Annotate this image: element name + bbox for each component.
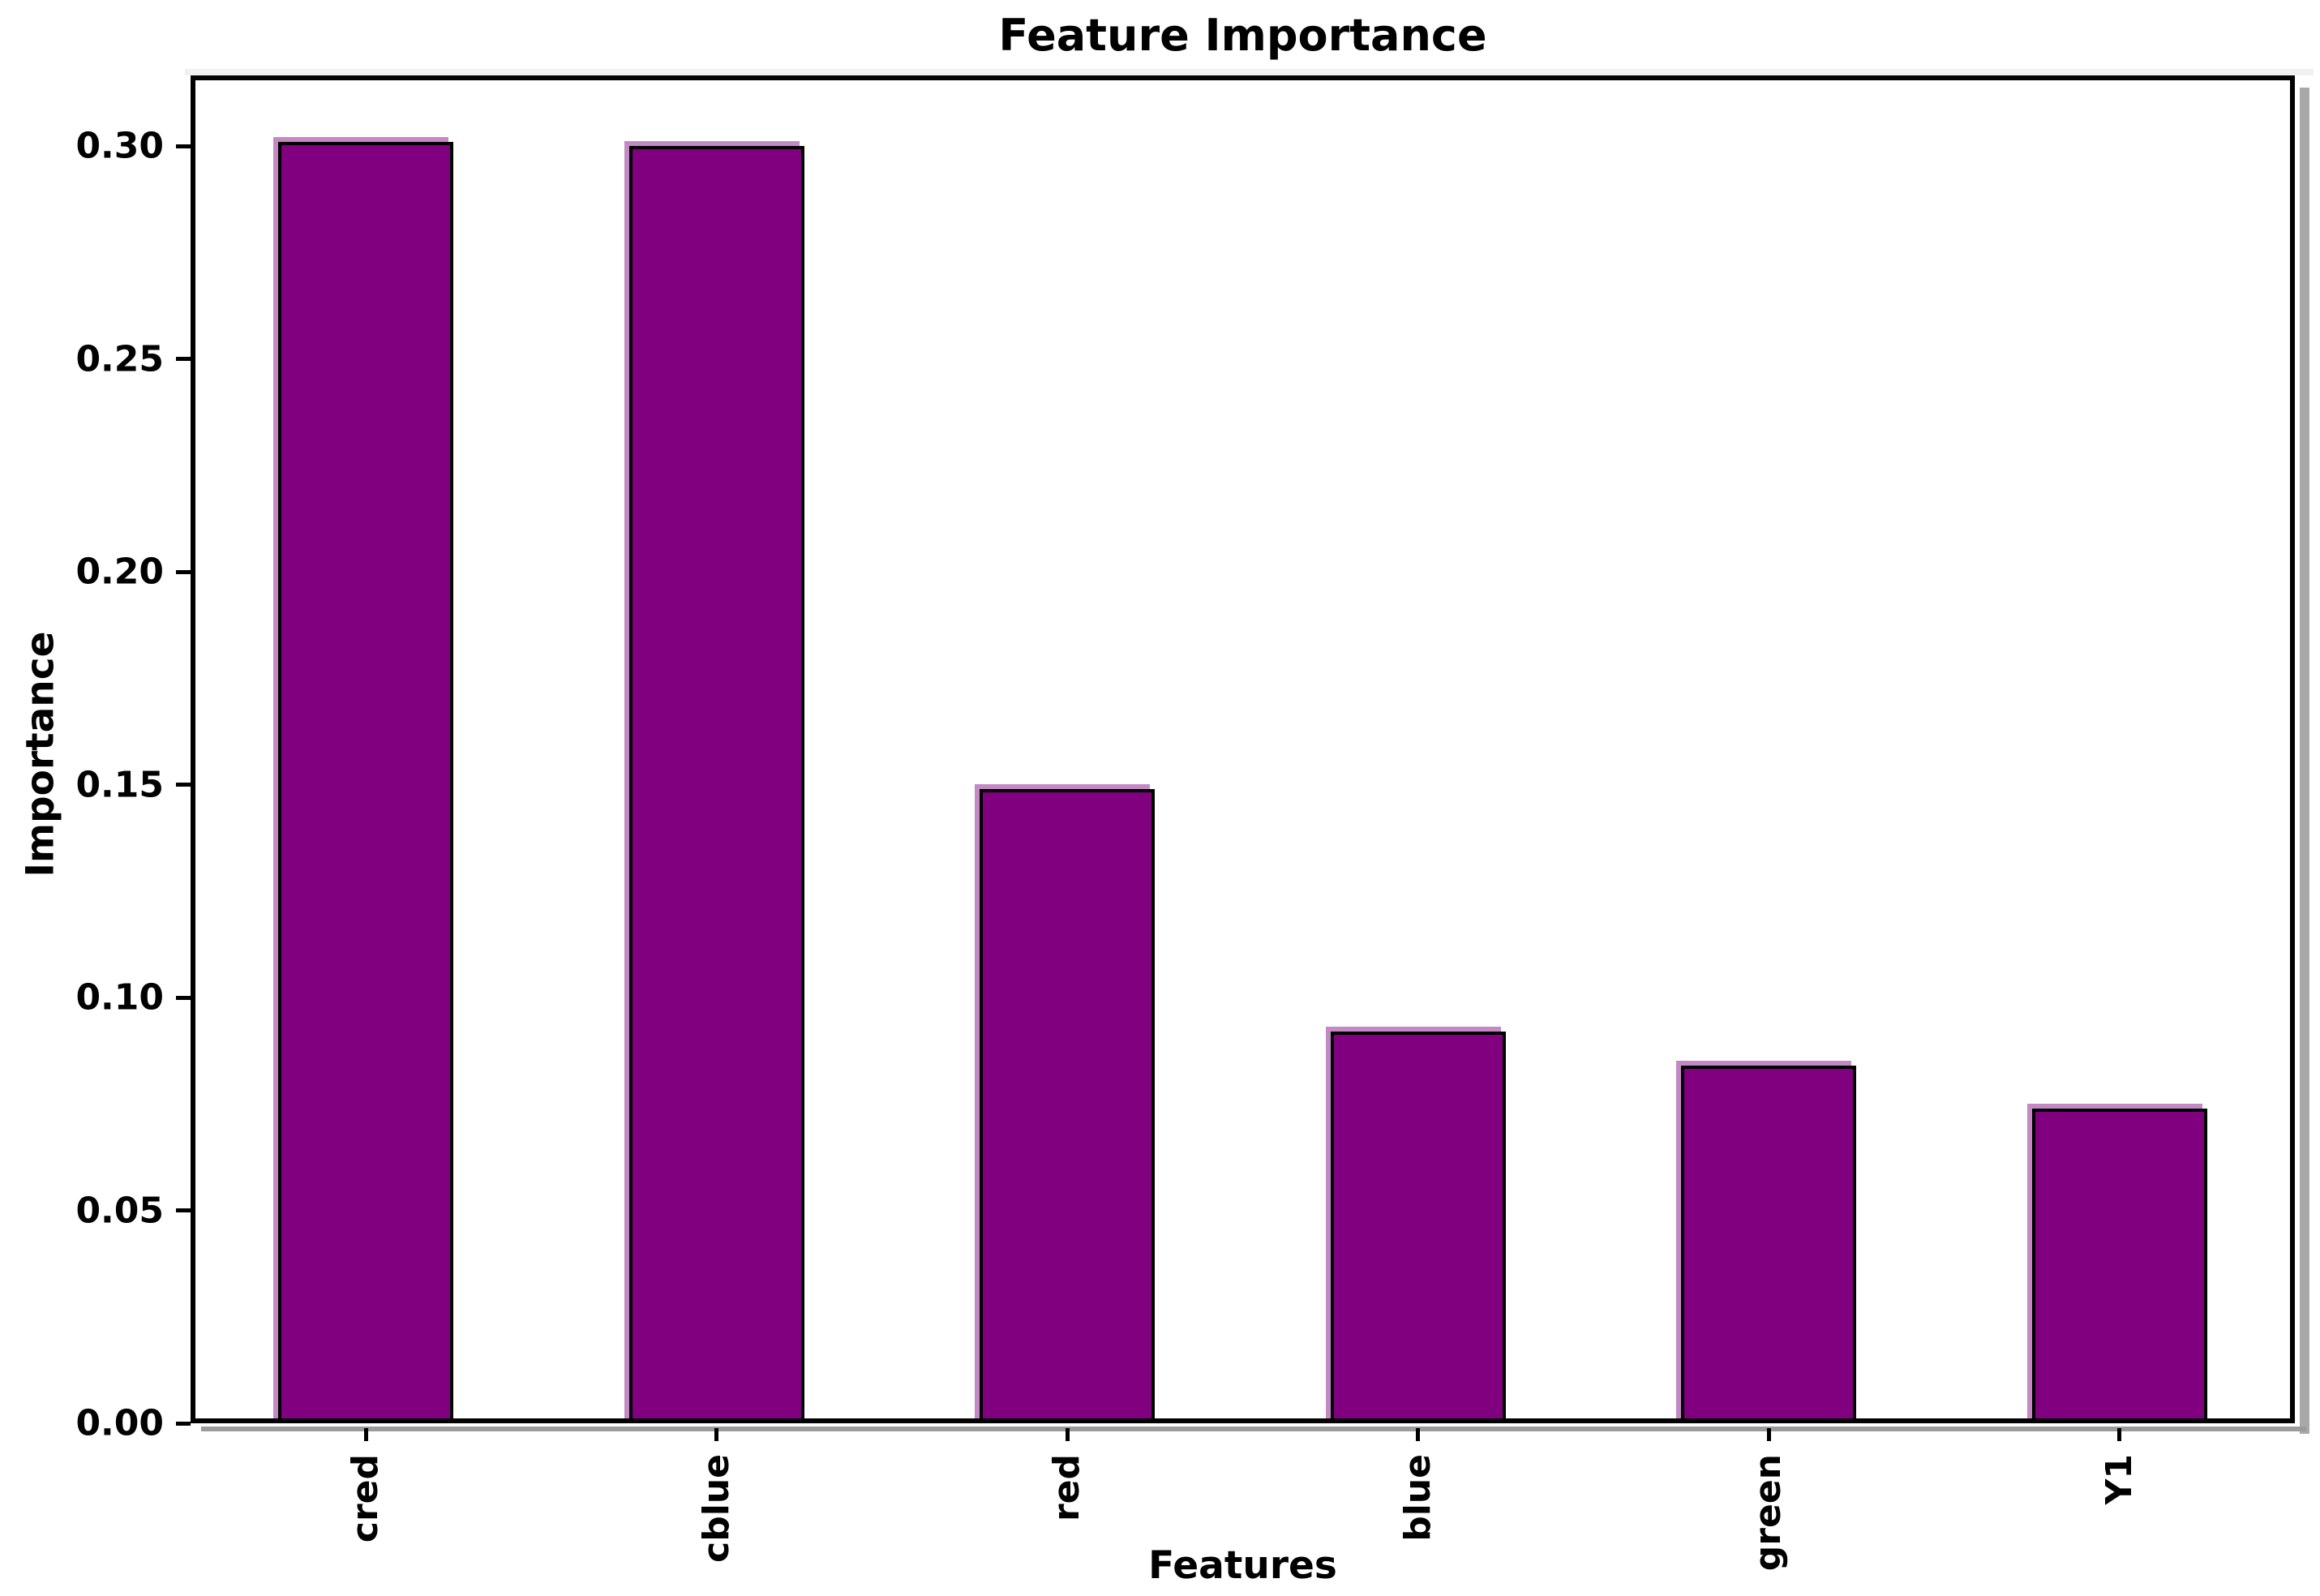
x-tick: [2117, 1428, 2122, 1441]
y-tick: [176, 144, 191, 148]
x-tick-label: cred: [345, 1454, 387, 1546]
x-tick: [1416, 1428, 1421, 1441]
x-tick-label: red: [1046, 1454, 1088, 1525]
y-tick-label: 0.25: [75, 338, 164, 380]
x-tick-label-text: green: [1748, 1454, 1790, 1572]
y-tick: [176, 995, 191, 1000]
x-tick-label-text: red: [1046, 1454, 1088, 1522]
x-tick: [363, 1428, 368, 1441]
x-tick: [1766, 1428, 1771, 1441]
bar: [1681, 1066, 1857, 1423]
bar: [1330, 1032, 1506, 1423]
bottom-shadow-artifact: [201, 1427, 2306, 1431]
bar: [278, 141, 454, 1423]
y-tick-label: 0.05: [75, 1190, 164, 1232]
x-tick-label: blue: [1396, 1454, 1439, 1545]
chart-title: Feature Importance: [998, 10, 1487, 61]
y-tick-label: 0.10: [75, 976, 164, 1019]
x-tick-label-text: Y1: [2098, 1454, 2140, 1505]
top-edge-artifact: [185, 69, 2314, 75]
y-axis-label: Importance: [18, 631, 63, 877]
x-tick-label-text: cblue: [695, 1454, 737, 1563]
y-tick: [176, 357, 191, 362]
bar: [2031, 1108, 2207, 1423]
bar: [980, 788, 1156, 1423]
y-tick-label: 0.15: [75, 764, 164, 806]
x-tick-label-text: cred: [345, 1454, 387, 1543]
y-tick: [176, 1208, 191, 1213]
right-shadow-artifact: [2300, 88, 2309, 1434]
y-tick-label: 0.00: [75, 1402, 164, 1444]
x-tick-label: green: [1748, 1454, 1790, 1574]
y-tick: [176, 1421, 191, 1426]
y-tick-label: 0.30: [75, 125, 164, 167]
x-tick-label: Y1: [2098, 1454, 2140, 1508]
x-axis-label: Features: [1148, 1543, 1337, 1588]
y-tick: [176, 569, 191, 574]
y-tick-label: 0.20: [75, 551, 164, 593]
x-tick: [714, 1428, 719, 1441]
bar: [628, 146, 804, 1423]
plot-area-border: [191, 75, 2295, 1423]
x-tick-label: cblue: [695, 1454, 737, 1566]
x-tick: [1065, 1428, 1070, 1441]
y-tick: [176, 783, 191, 787]
x-tick-label-text: blue: [1396, 1454, 1439, 1542]
